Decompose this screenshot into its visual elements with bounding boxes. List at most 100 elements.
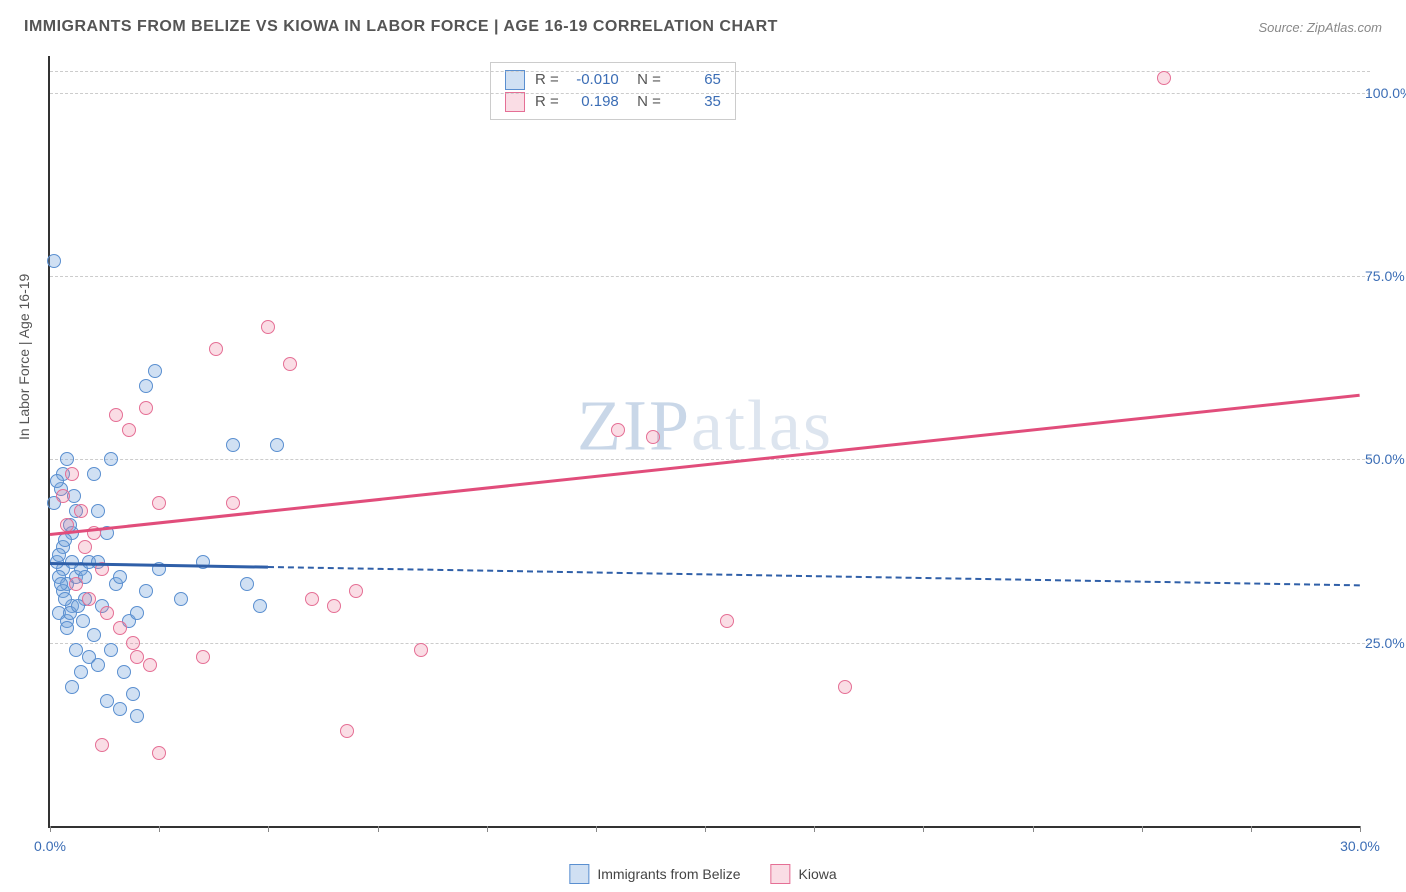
data-point-pink (209, 342, 223, 356)
data-point-pink (1157, 71, 1171, 85)
data-point-pink (139, 401, 153, 415)
data-point-blue (113, 702, 127, 716)
xtick-mark (268, 826, 269, 832)
data-point-pink (65, 467, 79, 481)
chart-title: IMMIGRANTS FROM BELIZE VS KIOWA IN LABOR… (24, 18, 778, 36)
data-point-pink (283, 357, 297, 371)
data-point-blue (60, 621, 74, 635)
legend-item-blue: Immigrants from Belize (569, 864, 740, 884)
data-point-blue (117, 665, 131, 679)
data-point-blue (139, 584, 153, 598)
data-point-blue (148, 364, 162, 378)
data-point-blue (65, 680, 79, 694)
xtick-mark (705, 826, 706, 832)
data-point-pink (152, 496, 166, 510)
gridline (50, 93, 1370, 94)
xtick-mark (378, 826, 379, 832)
xtick-mark (1360, 826, 1361, 832)
stats-row-pink: R = 0.198 N = 35 (505, 91, 721, 113)
xtick-mark (159, 826, 160, 832)
data-point-pink (82, 592, 96, 606)
data-point-pink (74, 504, 88, 518)
xtick-mark (50, 826, 51, 832)
data-point-pink (126, 636, 140, 650)
r-label: R = (535, 69, 559, 91)
data-point-pink (720, 614, 734, 628)
data-point-blue (76, 614, 90, 628)
data-point-blue (240, 577, 254, 591)
data-point-blue (60, 452, 74, 466)
data-point-pink (100, 606, 114, 620)
r-label: R = (535, 91, 559, 113)
data-point-pink (305, 592, 319, 606)
stats-row-blue: R = -0.010 N = 65 (505, 69, 721, 91)
data-point-blue (91, 658, 105, 672)
n-label: N = (629, 69, 661, 91)
gridline (50, 276, 1370, 277)
xtick-mark (1142, 826, 1143, 832)
data-point-pink (611, 423, 625, 437)
gridline (50, 643, 1370, 644)
xtick-mark (814, 826, 815, 832)
ytick-label: 25.0% (1365, 635, 1406, 651)
data-point-pink (327, 599, 341, 613)
data-point-pink (226, 496, 240, 510)
data-point-pink (130, 650, 144, 664)
chart-header: IMMIGRANTS FROM BELIZE VS KIOWA IN LABOR… (0, 0, 1406, 46)
ytick-label: 50.0% (1365, 451, 1406, 467)
data-point-pink (152, 746, 166, 760)
gridline (50, 71, 1370, 72)
data-point-pink (349, 584, 363, 598)
data-point-blue (54, 577, 68, 591)
legend-label-blue: Immigrants from Belize (597, 866, 740, 882)
xtick-label: 30.0% (1340, 838, 1380, 854)
r-value-blue: -0.010 (569, 69, 619, 91)
bottom-legend: Immigrants from Belize Kiowa (569, 864, 836, 884)
data-point-blue (104, 452, 118, 466)
data-point-blue (130, 606, 144, 620)
ytick-label: 100.0% (1365, 85, 1406, 101)
data-point-blue (100, 694, 114, 708)
data-point-blue (113, 570, 127, 584)
xtick-mark (596, 826, 597, 832)
data-point-blue (139, 379, 153, 393)
chart-source: Source: ZipAtlas.com (1258, 20, 1382, 35)
data-point-blue (74, 665, 88, 679)
data-point-pink (78, 540, 92, 554)
watermark-prefix: ZIP (577, 385, 691, 465)
trend-line (268, 566, 1360, 586)
xtick-mark (1251, 826, 1252, 832)
xtick-mark (1033, 826, 1034, 832)
data-point-blue (69, 643, 83, 657)
data-point-blue (126, 687, 140, 701)
data-point-blue (174, 592, 188, 606)
legend-label-pink: Kiowa (799, 866, 837, 882)
gridline (50, 459, 1370, 460)
data-point-pink (56, 489, 70, 503)
data-point-pink (143, 658, 157, 672)
data-point-blue (87, 467, 101, 481)
data-point-pink (261, 320, 275, 334)
data-point-blue (58, 533, 72, 547)
data-point-pink (109, 408, 123, 422)
data-point-blue (253, 599, 267, 613)
data-point-blue (50, 474, 64, 488)
xtick-mark (487, 826, 488, 832)
n-label: N = (629, 91, 661, 113)
data-point-blue (87, 628, 101, 642)
data-point-pink (113, 621, 127, 635)
y-axis-label: In Labor Force | Age 16-19 (16, 274, 32, 440)
n-value-blue: 65 (671, 69, 721, 91)
data-point-blue (104, 643, 118, 657)
legend-item-pink: Kiowa (771, 864, 837, 884)
data-point-blue (47, 254, 61, 268)
data-point-pink (196, 650, 210, 664)
data-point-pink (69, 577, 83, 591)
chart-plot-area: ZIPatlas R = -0.010 N = 65 R = 0.198 N =… (48, 56, 1360, 828)
data-point-blue (58, 592, 72, 606)
n-value-pink: 35 (671, 91, 721, 113)
data-point-blue (270, 438, 284, 452)
legend-swatch-pink (771, 864, 791, 884)
data-point-pink (414, 643, 428, 657)
xtick-label: 0.0% (34, 838, 66, 854)
